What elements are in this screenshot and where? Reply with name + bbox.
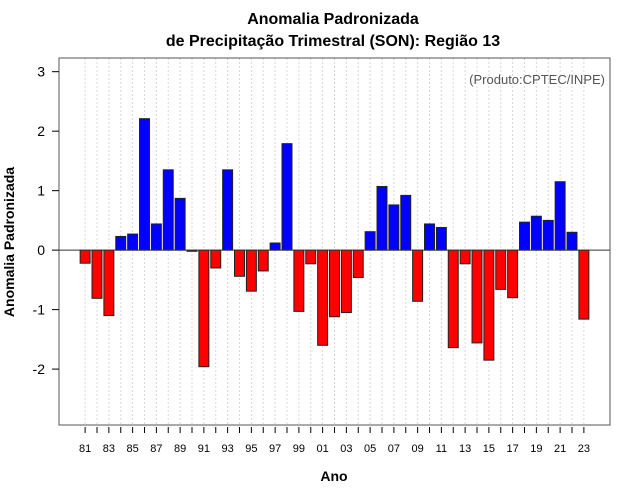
bar-2023 xyxy=(578,249,590,320)
bar-1989 xyxy=(174,197,186,251)
bar-1985 xyxy=(127,233,139,251)
x-tick-label: 99 xyxy=(293,443,305,455)
bar-2018 xyxy=(519,221,530,251)
bar-2009 xyxy=(412,249,424,302)
bars xyxy=(79,118,590,368)
x-tick-label: 17 xyxy=(507,443,519,455)
x-tick-label: 91 xyxy=(198,443,210,455)
x-tick-label: 97 xyxy=(269,443,281,455)
bar-2000 xyxy=(305,249,317,265)
y-tick-label: 2 xyxy=(37,123,45,139)
x-tick-label: 11 xyxy=(436,443,447,455)
bar-1999 xyxy=(293,249,305,312)
bar-2021 xyxy=(554,181,566,251)
bar-2017 xyxy=(507,249,519,299)
bar-2004 xyxy=(352,249,364,278)
bar-1991 xyxy=(198,249,210,368)
x-tick-label: 15 xyxy=(483,443,495,455)
x-tick-label: 03 xyxy=(340,443,352,455)
x-tick-label: 93 xyxy=(222,443,234,455)
y-tick-label: 3 xyxy=(37,64,45,80)
bar-2013 xyxy=(459,249,471,265)
bar-1981 xyxy=(79,249,91,264)
bar-1992 xyxy=(210,249,222,269)
bar-2003 xyxy=(340,249,352,314)
x-tick-label: 83 xyxy=(103,443,115,455)
x-tick-label: 21 xyxy=(554,443,566,455)
bar-1987 xyxy=(150,223,162,251)
y-tick-label: -1 xyxy=(33,302,46,318)
x-tick-label: 87 xyxy=(150,443,162,455)
plot-frame xyxy=(58,57,611,426)
bar-1994 xyxy=(234,249,245,277)
bar-1988 xyxy=(162,169,174,251)
bar-2002 xyxy=(329,249,340,318)
bar-2015 xyxy=(483,249,495,361)
credit-annotation: (Produto:CPTEC/INPE) xyxy=(469,72,605,87)
bar-2016 xyxy=(495,249,507,290)
bar-1995 xyxy=(245,249,257,292)
x-axis: 81 83 85 87 89 91 93 95 97 99 01 03 05 07 09 11 13 15 17 19… xyxy=(79,427,590,455)
x-tick-label: 13 xyxy=(459,443,471,455)
bar-2011 xyxy=(435,227,447,251)
bar-1993 xyxy=(222,169,234,251)
x-tick-label: 05 xyxy=(364,443,376,455)
x-tick-label: 81 xyxy=(79,443,91,455)
chart-subtitle: de Precipitação Trimestral (SON): Região… xyxy=(166,33,500,50)
grid-lines xyxy=(84,58,585,425)
bar-1996 xyxy=(257,249,269,272)
bar-2006 xyxy=(376,185,388,251)
x-tick-label: 19 xyxy=(530,443,542,455)
y-axis: -2 -1 0 1 2 3 xyxy=(33,64,59,377)
x-tick-label: 01 xyxy=(317,443,329,455)
bar-2005 xyxy=(364,231,376,251)
chart-title: Anomalia Padronizada xyxy=(247,11,419,28)
bar-2020 xyxy=(542,219,554,251)
bar-2012 xyxy=(447,249,459,349)
x-tick-label: 07 xyxy=(388,443,400,455)
bar-1986 xyxy=(139,118,150,251)
bar-2019 xyxy=(530,215,542,251)
bar-1997 xyxy=(269,242,281,251)
bar-2001 xyxy=(317,249,329,346)
x-tick-label: 89 xyxy=(174,443,186,455)
bar-1984 xyxy=(115,235,127,251)
bar-1982 xyxy=(91,249,103,299)
x-axis-label: Ano xyxy=(320,468,347,484)
x-tick-label: 85 xyxy=(127,443,139,455)
y-tick-label: 1 xyxy=(37,183,45,199)
x-tick-label: 95 xyxy=(245,443,257,455)
y-tick-label: 0 xyxy=(37,242,45,258)
bar-1983 xyxy=(103,249,115,317)
bar-2022 xyxy=(566,231,578,251)
bar-2008 xyxy=(400,194,412,251)
x-tick-label: 23 xyxy=(578,443,590,455)
y-tick-label: -2 xyxy=(33,361,46,377)
bar-2007 xyxy=(388,204,400,251)
bar-1998 xyxy=(281,143,293,251)
bar-2010 xyxy=(424,223,435,251)
x-tick-label: 09 xyxy=(412,443,424,455)
bar-2014 xyxy=(471,249,483,344)
y-axis-label: Anomalia Padronizada xyxy=(1,167,17,317)
